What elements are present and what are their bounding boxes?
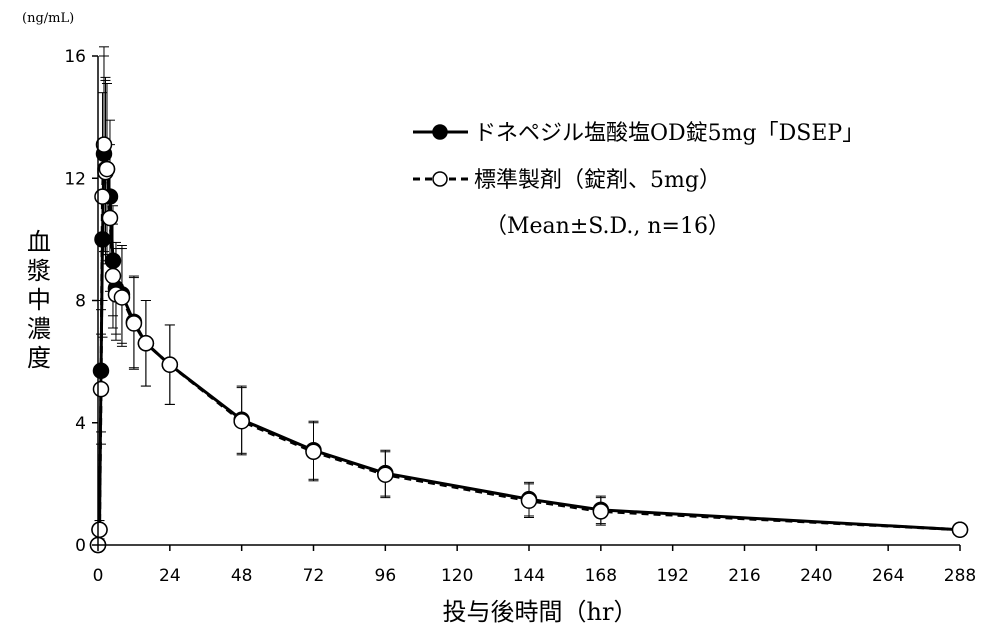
data-point-series-2 bbox=[305, 443, 322, 461]
legend: ドネペジル塩酸塩OD錠5mg「DSEP」 標準製剤（錠剤、5mg） （Mean±… bbox=[413, 121, 864, 239]
x-tick-label: 216 bbox=[728, 566, 760, 586]
legend-label-series-1: ドネペジル塩酸塩OD錠5mg「DSEP」 bbox=[474, 121, 864, 146]
data-point-series-2 bbox=[161, 356, 179, 373]
data-point-series-2 bbox=[137, 335, 155, 352]
x-tick-label: 144 bbox=[513, 566, 545, 586]
x-tick-label: 192 bbox=[656, 566, 688, 586]
data-point-series-1 bbox=[104, 252, 122, 270]
legend-marker-series-2 bbox=[432, 171, 448, 187]
x-tick-label: 24 bbox=[159, 566, 181, 586]
x-tick-label: 240 bbox=[800, 566, 832, 586]
y-axis-title: 血漿中濃度 bbox=[27, 228, 51, 372]
data-point-series-2 bbox=[94, 188, 111, 205]
y-tick-label: 4 bbox=[75, 414, 86, 434]
data-point-series-2 bbox=[92, 380, 110, 398]
y-tick-label: 16 bbox=[64, 47, 86, 67]
y-tick-label: 12 bbox=[64, 169, 86, 189]
x-tick-label: 288 bbox=[944, 566, 976, 586]
data-point-series-2 bbox=[951, 521, 969, 538]
data-point-series-2 bbox=[520, 492, 538, 509]
stats-note: （Mean±S.D., n=16） bbox=[485, 214, 730, 239]
series-line-2 bbox=[96, 143, 961, 546]
data-point-series-2 bbox=[592, 503, 610, 520]
x-axis-title: 投与後時間（hr） bbox=[443, 598, 638, 626]
y-unit-label: (ng/mL) bbox=[22, 11, 74, 26]
data-point-series-2 bbox=[113, 289, 131, 306]
data-point-series-2 bbox=[104, 267, 122, 285]
data-point-series-1 bbox=[92, 362, 110, 380]
y-tick-label: 0 bbox=[75, 536, 86, 556]
x-tick-label: 264 bbox=[872, 566, 904, 586]
x-tick-label: 48 bbox=[231, 566, 253, 586]
legend-label-series-2: 標準製剤（錠剤、5mg） bbox=[474, 168, 721, 193]
data-point-series-1 bbox=[94, 231, 111, 248]
data-point-series-2 bbox=[98, 160, 116, 178]
data-point-series-2 bbox=[101, 209, 119, 227]
data-point-series-2 bbox=[125, 315, 143, 332]
x-tick-label: 168 bbox=[585, 566, 617, 586]
data-point-series-2 bbox=[95, 136, 113, 153]
x-tick-label: 120 bbox=[441, 566, 473, 586]
data-point-series-2 bbox=[377, 466, 394, 483]
y-tick-label: 8 bbox=[75, 292, 86, 312]
data-point-series-2 bbox=[233, 412, 250, 430]
x-tick-label: 0 bbox=[93, 566, 104, 586]
x-tick-label: 96 bbox=[375, 566, 397, 586]
legend-marker-series-1 bbox=[432, 124, 448, 140]
data-point-series-2 bbox=[91, 521, 108, 538]
x-tick-label: 72 bbox=[303, 566, 325, 586]
